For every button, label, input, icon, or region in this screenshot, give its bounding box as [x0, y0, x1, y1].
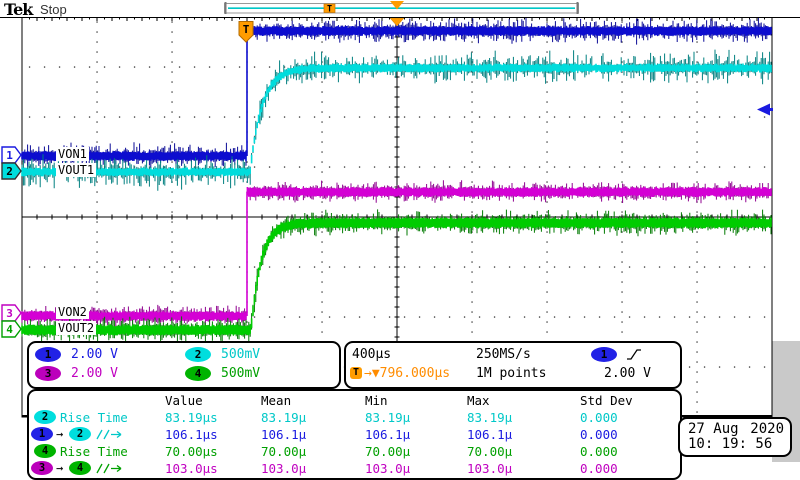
tek-logo: Tek [4, 0, 33, 19]
meas-value: 83.19µs [165, 410, 218, 425]
trigger-flag-icon: T [238, 21, 254, 43]
meas-stddev: 0.000 [580, 427, 618, 442]
record-length-readout: 1M points [476, 366, 547, 381]
meas-source-badge: 1 [31, 427, 53, 441]
meas-mean: 83.19µ [261, 410, 307, 425]
meas-target-badge: 2 [69, 427, 91, 441]
trace-label-vout1: VOUT1 [56, 163, 97, 177]
trigger-level-readout: 2.00 V [604, 366, 651, 381]
channel-4-badge: 4 [185, 366, 211, 381]
meas-stddev: 0.000 [580, 461, 618, 476]
trigger-source-badge: 1 [591, 347, 617, 362]
meas-min: 70.00µ [365, 444, 411, 459]
waveform-traces [21, 17, 772, 344]
measurement-table-box: Value Mean Min Max Std Dev 2 Rise Time 8… [27, 389, 682, 480]
col-header-stddev: Std Dev [580, 393, 633, 408]
delay-measure-icon [96, 429, 122, 440]
svg-text:T: T [327, 5, 332, 15]
channel-3-position-marker: 3 [1, 304, 22, 322]
meas-max: 83.19µ [467, 410, 513, 425]
channel-3-badge: 3 [35, 366, 61, 381]
svg-text:4: 4 [6, 323, 13, 336]
col-header-max: Max [467, 393, 490, 408]
meas-value: 106.1µs [165, 427, 218, 442]
col-header-min: Min [365, 393, 388, 408]
trace-label-von2: VON2 [56, 305, 89, 319]
meas-mean: 70.00µ [261, 444, 307, 459]
channel-position-markers: 1 2 3 4 [1, 146, 22, 338]
svg-text:2: 2 [6, 165, 13, 178]
datetime-box: 27 Aug 2020 10: 19: 56 [678, 417, 792, 457]
channel-scale-readout-box: 1 2.00 V 2 500mV 3 2.00 V 4 500mV [27, 341, 341, 389]
sample-rate-readout: 250MS/s [476, 347, 531, 362]
meas-target-badge: 4 [69, 461, 91, 475]
delay-marker-icon [389, 17, 405, 27]
meas-source-badge: 4 [34, 444, 56, 458]
svg-text:1: 1 [6, 149, 13, 162]
meas-max: 106.1µ [467, 427, 513, 442]
channel-4-scale: 500mV [221, 366, 261, 381]
arrow-icon: → [56, 427, 64, 441]
channel-1-badge: 1 [35, 347, 61, 362]
meas-source-badge: 3 [31, 461, 53, 475]
meas-max: 103.0µ [467, 461, 513, 476]
trace-label-von1: VON1 [56, 147, 89, 161]
delay-measure-icon [96, 463, 122, 474]
trigger-level-arrow-icon [757, 103, 773, 116]
meas-mean: 106.1µ [261, 427, 307, 442]
meas-value: 70.00µs [165, 444, 218, 459]
channel-2-badge: 2 [185, 347, 211, 362]
meas-max: 70.00µ [467, 444, 513, 459]
channel-2-scale: 500mV [221, 347, 261, 362]
delay-readout: →▼796.000µs [364, 366, 451, 381]
meas-type-label: Rise Time [60, 410, 128, 425]
acquisition-status: Stop [40, 2, 67, 17]
col-header-value: Value [165, 393, 203, 408]
meas-value: 103.0µs [165, 461, 218, 476]
channel-1-scale: 2.00 V [71, 347, 118, 362]
horizontal-trigger-readout-box: 400µs 250MS/s 1 T →▼796.000µs 1M points … [344, 341, 682, 389]
col-header-mean: Mean [261, 393, 292, 408]
meas-mean: 103.0µ [261, 461, 307, 476]
trace-label-vout2: VOUT2 [56, 321, 97, 335]
meas-min: 83.19µ [365, 410, 411, 425]
svg-text:T: T [243, 23, 250, 36]
year-label: 2020 [750, 421, 784, 437]
timebase-readout: 400µs [352, 347, 392, 362]
meas-min: 103.0µ [365, 461, 411, 476]
meas-source-badge: 2 [34, 410, 56, 424]
channel-2-position-marker: 2 [1, 162, 22, 180]
record-trigger-position-icon: T [323, 3, 336, 15]
date-label: 27 Aug [688, 421, 739, 437]
svg-text:3: 3 [6, 307, 13, 320]
meas-stddev: 0.000 [580, 444, 618, 459]
channel-1-position-marker: 1 [1, 146, 22, 164]
channel-4-position-marker: 4 [1, 320, 22, 338]
rising-edge-icon [627, 349, 641, 360]
meas-type-label: Rise Time [60, 444, 128, 459]
delay-trigger-badge: T [350, 367, 362, 379]
record-expansion-point-icon [390, 1, 404, 10]
record-view-bar: T [224, 1, 579, 15]
channel-3-scale: 2.00 V [71, 366, 118, 381]
time-label: 10: 19: 56 [688, 436, 773, 452]
meas-stddev: 0.000 [580, 410, 618, 425]
arrow-icon: → [56, 461, 64, 475]
meas-min: 106.1µ [365, 427, 411, 442]
